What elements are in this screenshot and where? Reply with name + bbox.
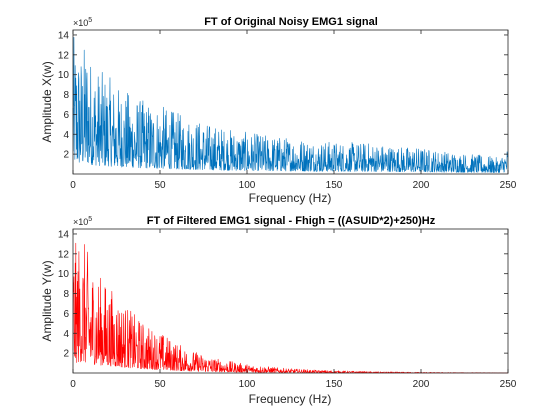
x-tick-label: 250 [500,180,517,191]
x-tick-label: 0 [70,379,76,390]
y-tick-label: 10 [58,269,70,280]
y-tick-label: 12 [58,50,70,61]
subplot-original: FT of Original Noisy EMG1 signal 0 50 100 1… [40,16,517,205]
y-tick-label: 2 [63,150,69,161]
y-axis-label: Amplitude X(w) [40,61,54,142]
chart-title: FT of Filtered EMG1 signal - Fhigh = ((A… [147,215,436,227]
y-tick-label: 2 [63,349,69,360]
y-tick-label: 6 [63,309,69,320]
y-multiplier: ×105 [73,216,92,227]
x-tick-label: 200 [413,180,430,191]
x-tick-label: 50 [154,379,166,390]
x-tick-label: 100 [239,180,256,191]
chart-title: FT of Original Noisy EMG1 signal [204,16,378,28]
subplot-filtered: FT of Filtered EMG1 signal - Fhigh = ((A… [40,215,517,406]
y-tick-label: 14 [58,30,70,41]
axes-box [72,228,509,374]
y-tick-label: 6 [63,110,69,121]
x-tick-label: 250 [500,379,517,390]
y-tick-label: 12 [58,249,70,260]
x-tick-label: 150 [326,379,343,390]
y-axis-label: Amplitude Y(w) [40,260,54,341]
y-tick-label: 8 [63,90,69,101]
y-tick-label: 4 [63,329,69,340]
y-tick-label: 4 [63,130,69,141]
x-tick-label: 50 [154,180,166,191]
x-axis-label: Frequency (Hz) [249,392,332,406]
x-tick-label: 150 [326,180,343,191]
y-tick-label: 8 [63,289,69,300]
y-tick-label: 14 [58,229,70,240]
x-tick-label: 200 [413,379,430,390]
axes-box [72,29,509,175]
x-axis-label: Frequency (Hz) [249,191,332,205]
x-tick-label: 0 [70,180,76,191]
x-tick-label: 100 [239,379,256,390]
series-line [72,242,509,374]
series-line [72,37,509,174]
y-tick-label: 10 [58,70,70,81]
y-multiplier: ×105 [73,17,92,28]
